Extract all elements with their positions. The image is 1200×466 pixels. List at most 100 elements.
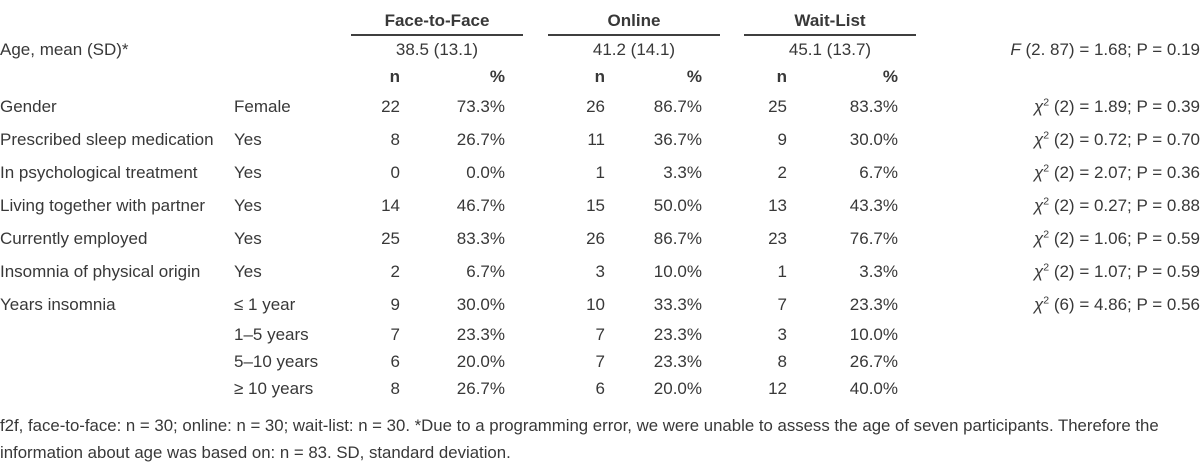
cell-waitlist-pct: 3.3% [859, 261, 898, 281]
cell-f2f-n: 22 [381, 96, 400, 116]
cell-waitlist-pct: 43.3% [849, 195, 898, 215]
cell-online-pct: 3.3% [663, 162, 702, 182]
cell-online-n: 26 [586, 96, 605, 116]
cell-statistic [898, 321, 1200, 348]
table-row-insomnia-physical-origin: Insomnia of physical origin Yes 2 6.7% 3… [0, 255, 1200, 288]
stat-superscript: 2 [1043, 95, 1050, 108]
cell-statistic: χ2 (2) = 1.06; P = 0.59 [898, 222, 1200, 255]
stat-superscript: 2 [1043, 194, 1050, 207]
cell-online-n: 1 [595, 162, 605, 182]
cell-waitlist-n: 2 [777, 162, 787, 182]
group-underline: Face-to-Face [351, 11, 523, 36]
cell-f2f-pct: 6.7% [466, 261, 505, 281]
cell-statistic-age: F (2. 87) = 1.68; P = 0.19 [898, 36, 1200, 63]
cell-online-n: 7 [595, 351, 605, 371]
cell-statistic [898, 348, 1200, 375]
group-header-row: Face-to-Face Online Wait-List [0, 0, 1200, 36]
cell-statistic: χ2 (2) = 0.27; P = 0.88 [898, 189, 1200, 222]
cell-waitlist-n: 9 [777, 129, 787, 149]
stat-symbol: χ [1033, 195, 1044, 215]
group-underline: Online [548, 11, 720, 36]
table-row-living-with-partner: Living together with partner Yes 14 46.7… [0, 189, 1200, 222]
table-row-years-1-5: 1–5 years 7 23.3% 7 23.3% 3 10.0% [0, 321, 1200, 348]
age-value: 45.1 (13.7) [788, 39, 872, 59]
cell-waitlist-pct: 30.0% [849, 129, 898, 149]
cell-online-n: 3 [595, 261, 605, 281]
table-row-sleep-medication: Prescribed sleep medication Yes 8 26.7% … [0, 123, 1200, 156]
row-sublabel: 5–10 years [234, 351, 319, 371]
cell-waitlist-n: 1 [777, 261, 787, 281]
cell-waitlist-age: 45.1 (13.7) [702, 36, 898, 63]
cell-statistic: χ2 (2) = 0.72; P = 0.70 [898, 123, 1200, 156]
row-label: Prescribed sleep medication [0, 129, 214, 149]
cell-waitlist-n: 12 [768, 378, 787, 398]
cell-f2f-pct: 73.3% [456, 96, 505, 116]
group-name: Online [607, 11, 661, 30]
group-name: Face-to-Face [384, 11, 490, 30]
cell-online-age: 41.2 (14.1) [505, 36, 702, 63]
cell-online-pct: 23.3% [653, 324, 702, 344]
age-value: 38.5 (13.1) [395, 39, 479, 59]
cell-waitlist-pct: 10.0% [849, 324, 898, 344]
n-column-header: n [594, 66, 605, 86]
table-row-gender: Gender Female 22 73.3% 26 86.7% 25 83.3%… [0, 90, 1200, 123]
cell-f2f-n: 25 [381, 228, 400, 248]
cell-online-pct: 10.0% [653, 261, 702, 281]
cell-waitlist-pct: 23.3% [849, 294, 898, 314]
cell-online-pct: 23.3% [653, 351, 702, 371]
stat-symbol: χ [1033, 129, 1044, 149]
cell-online-n: 6 [595, 378, 605, 398]
cell-f2f-pct: 83.3% [456, 228, 505, 248]
stat-superscript: 2 [1043, 128, 1050, 141]
row-sublabel: Yes [234, 162, 262, 182]
cell-waitlist-n: 25 [768, 96, 787, 116]
cell-online-n: 26 [586, 228, 605, 248]
cell-f2f-pct: 26.7% [456, 378, 505, 398]
cell-waitlist-n: 13 [768, 195, 787, 215]
stat-text: (2. 87) = 1.68; P = 0.19 [1020, 39, 1200, 59]
row-sublabel: Yes [234, 228, 262, 248]
cell-f2f-n: 0 [390, 162, 400, 182]
cell-statistic [898, 375, 1200, 402]
cell-f2f-pct: 26.7% [456, 129, 505, 149]
cell-online-pct: 86.7% [653, 96, 702, 116]
age-value: 41.2 (14.1) [592, 39, 676, 59]
stat-text: (2) = 1.06; P = 0.59 [1049, 228, 1200, 248]
stat-symbol: F [1010, 39, 1021, 59]
cell-online-n: 7 [595, 324, 605, 344]
subheader-stats-spacer [898, 63, 1200, 90]
cell-waitlist-n: 7 [777, 294, 787, 314]
cell-f2f-n: 6 [390, 351, 400, 371]
cell-online-pct: 50.0% [653, 195, 702, 215]
stat-text: (2) = 1.07; P = 0.59 [1049, 261, 1200, 281]
table-row-years-5-10: 5–10 years 6 20.0% 7 23.3% 8 26.7% [0, 348, 1200, 375]
cell-waitlist-n: 3 [777, 324, 787, 344]
cell-f2f-n: 9 [390, 294, 400, 314]
stat-text: (2) = 1.89; P = 0.39 [1049, 96, 1200, 116]
row-sublabel: Yes [234, 195, 262, 215]
row-label: Gender [0, 96, 57, 116]
cell-f2f-n: 14 [381, 195, 400, 215]
cell-statistic: χ2 (6) = 4.86; P = 0.56 [898, 288, 1200, 321]
cell-statistic: χ2 (2) = 2.07; P = 0.36 [898, 156, 1200, 189]
row-label: Living together with partner [0, 195, 206, 215]
cell-waitlist-pct: 76.7% [849, 228, 898, 248]
age-row-label: Age, mean (SD)* [0, 39, 129, 59]
group-name: Wait-List [794, 11, 866, 30]
row-sublabel: ≤ 1 year [234, 294, 296, 314]
group-header-spacer [0, 0, 330, 36]
cell-online-pct: 20.0% [653, 378, 702, 398]
cell-statistic: χ2 (2) = 1.07; P = 0.59 [898, 255, 1200, 288]
cell-f2f-pct: 0.0% [466, 162, 505, 182]
group-header-wait-list: Wait-List [702, 0, 916, 36]
row-label: Insomnia of physical origin [0, 261, 201, 281]
cell-f2f-n: 7 [390, 324, 400, 344]
cell-f2f-n: 8 [390, 378, 400, 398]
stat-text: (2) = 0.27; P = 0.88 [1049, 195, 1200, 215]
cell-online-pct: 86.7% [653, 228, 702, 248]
stat-text: (2) = 2.07; P = 0.36 [1049, 162, 1200, 182]
stat-text: (6) = 4.86; P = 0.56 [1049, 294, 1200, 314]
cell-waitlist-pct: 40.0% [849, 378, 898, 398]
stat-symbol: χ [1033, 96, 1044, 116]
